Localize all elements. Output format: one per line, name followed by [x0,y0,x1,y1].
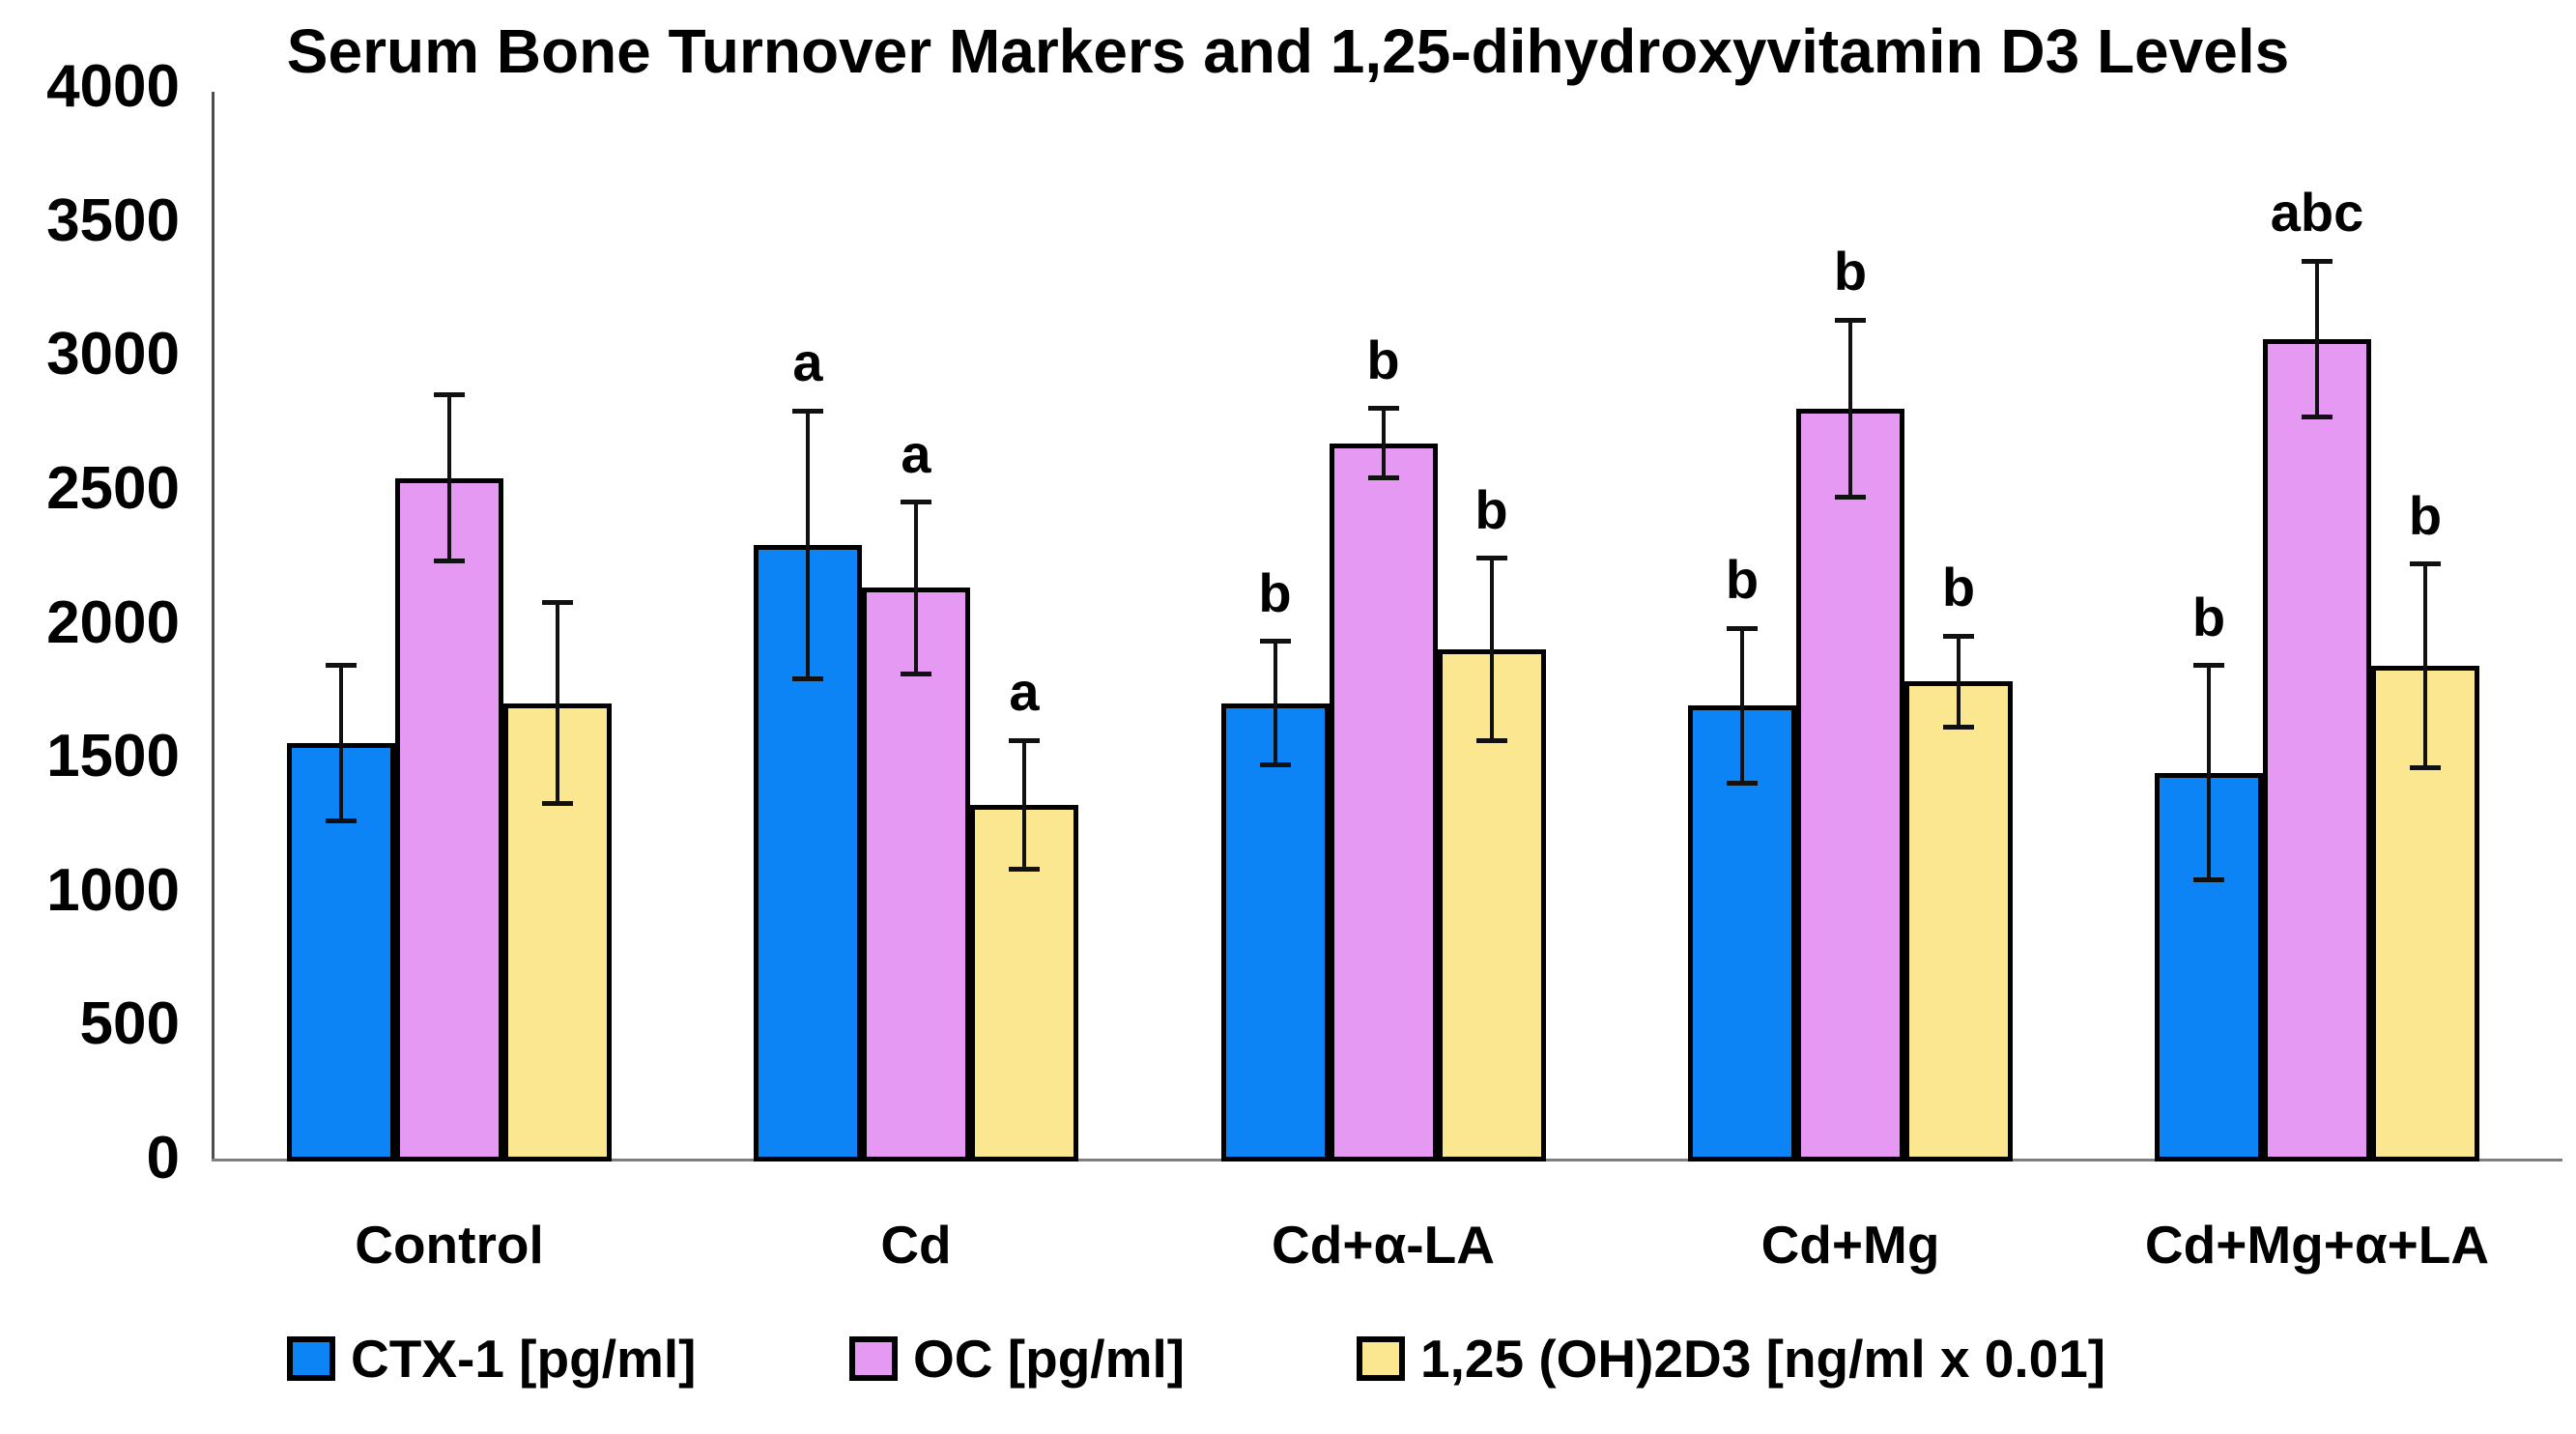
error-cap-top-oc-control [434,392,465,398]
sig-letter-oc-cd-mg-la: abc [2270,182,2364,244]
error-cap-top-d3-cd-mg-la [2410,561,2441,566]
bar-oc-cd-mg [1796,408,1904,1162]
x-axis-label-cd-mg: Cd+Mg [1760,1215,1940,1275]
error-cap-top-ctx-1-cd-mg-la [2193,663,2224,669]
error-cap-bottom-d3-cd [1009,867,1040,873]
error-bar-d3-cd-mg-la [2423,563,2427,768]
error-cap-top-d3-control [542,600,573,606]
legend-swatch-oc [849,1336,898,1381]
bar-oc-cd-mg-la [2263,338,2371,1162]
error-cap-bottom-ctx-1-cd-mg [1727,781,1758,787]
error-cap-bottom-oc-control [434,559,465,564]
legend-label-d3: 1,25 (OH)2D3 [ng/ml x 0.01] [1420,1329,2106,1389]
error-cap-bottom-oc-cd-la [1367,475,1399,481]
error-bar-oc-control [447,394,451,561]
sig-letter-oc-cd-mg: b [1833,241,1868,302]
legend-swatch-ctx-1 [287,1336,335,1381]
error-cap-bottom-oc-cd-mg-la [2302,414,2333,419]
legend-label-oc: OC [pg/ml] [913,1329,1186,1389]
y-tick-label-1000: 1000 [46,856,180,924]
y-tick-label-0: 0 [146,1125,180,1191]
error-cap-bottom-ctx-1-control [326,818,357,824]
sig-letter-d3-cd-la: b [1474,478,1508,540]
error-bar-oc-cd-mg [1848,320,1852,498]
bar-oc-cd [862,588,970,1162]
sig-letter-oc-cd: a [901,422,931,484]
y-tick-label-2000: 2000 [46,588,180,656]
error-cap-top-oc-cd-mg-la [2302,258,2333,264]
error-bar-ctx-1-cd-mg-la [2207,665,2211,880]
sig-letter-d3-cd-mg-la: b [2408,484,2443,546]
error-bar-ctx-1-control [339,665,343,821]
y-tick-label-1500: 1500 [46,723,180,790]
error-cap-top-ctx-1-cd-mg [1727,625,1758,631]
error-cap-top-ctx-1-cd-la [1259,639,1291,645]
error-bar-ctx-1-cd-la [1273,641,1277,765]
error-cap-bottom-ctx-1-cd-la [1259,761,1291,767]
error-cap-bottom-ctx-1-cd [792,676,823,682]
y-tick-label-2500: 2500 [46,454,180,522]
error-cap-top-ctx-1-cd [792,408,823,414]
error-cap-bottom-d3-control [542,801,573,807]
error-bar-oc-cd [914,502,918,674]
error-cap-top-d3-cd-mg [1943,633,1974,639]
bar-oc-control [395,477,503,1162]
error-cap-bottom-oc-cd-mg [1835,494,1866,500]
error-bar-d3-cd-mg [1957,636,1961,728]
legend-swatch-d3 [1357,1336,1405,1381]
error-bar-d3-cd [1022,740,1026,870]
y-tick-label-500: 500 [79,990,180,1058]
error-cap-top-d3-cd [1009,737,1040,743]
bar-d3-cd-la [1437,649,1546,1162]
error-cap-bottom-d3-cd-mg [1943,725,1974,731]
x-axis-label-cd-mg-la: Cd+Mg+α+LA [2144,1215,2490,1275]
error-cap-top-oc-cd-mg [1835,317,1866,323]
error-bar-d3-control [556,602,559,804]
error-cap-top-oc-cd-la [1367,406,1399,412]
error-bar-ctx-1-cd-mg [1740,628,1744,784]
bar-oc-cd-la [1329,443,1438,1162]
x-axis-label-cd: Cd [880,1215,952,1275]
legend-label-ctx-1: CTX-1 [pg/ml] [351,1329,697,1389]
error-bar-ctx-1-cd [806,411,810,679]
y-tick-label-3000: 3000 [46,321,180,388]
error-cap-bottom-ctx-1-cd-mg-la [2193,877,2224,883]
error-bar-oc-cd-la [1381,408,1386,478]
sig-letter-oc-cd-la: b [1366,329,1400,390]
sig-letter-ctx-1-cd-mg-la: b [2191,586,2226,647]
y-tick-label-3500: 3500 [46,186,180,254]
sig-letter-d3-cd-mg: b [1941,557,1976,618]
error-cap-bottom-d3-cd-la [1475,737,1507,743]
chart-title: Serum Bone Turnover Markers and 1,25-dih… [286,16,2290,86]
x-axis-label-control: Control [355,1215,544,1275]
x-axis-label-cd-la: Cd+α-LA [1272,1215,1495,1275]
error-bar-oc-cd-mg-la [2315,261,2319,416]
error-cap-top-ctx-1-control [326,663,357,669]
y-tick-label-4000: 4000 [46,53,180,120]
y-axis-line [212,92,215,1159]
error-cap-top-oc-cd [901,500,931,505]
bar-ctx-1-cd-la [1220,703,1330,1162]
sig-letter-ctx-1-cd-la: b [1258,561,1292,623]
bar-d3-cd-mg [1904,681,2013,1162]
sig-letter-ctx-1-cd: a [792,331,823,393]
error-cap-bottom-oc-cd [901,671,931,676]
error-cap-top-d3-cd-la [1475,556,1507,561]
sig-letter-ctx-1-cd-mg: b [1725,549,1760,611]
error-bar-d3-cd-la [1489,558,1494,741]
error-cap-bottom-d3-cd-mg-la [2410,764,2441,770]
sig-letter-d3-cd: a [1009,661,1040,723]
